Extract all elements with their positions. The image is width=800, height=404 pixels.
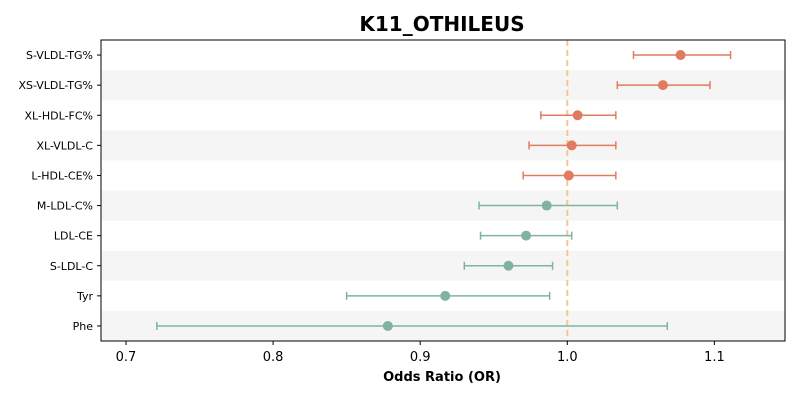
x-tick-label: 1.1: [704, 350, 725, 365]
data-row: [528, 140, 617, 151]
y-tick-label: LDL-CE: [54, 230, 93, 243]
or-point: [657, 80, 668, 91]
x-tick-label: 0.9: [410, 350, 431, 365]
or-point: [563, 170, 574, 181]
data-row: [478, 200, 619, 211]
or-point: [503, 260, 514, 271]
y-axis: S-VLDL-TG% XS-VLDL-TG% XL-HDL-FC% XL-VLDL-C…: [18, 49, 101, 333]
y-tick-label: Phe: [73, 320, 94, 333]
or-point: [382, 320, 393, 331]
data-row: [156, 320, 669, 331]
row-shade: [101, 250, 785, 281]
data-row: [522, 170, 617, 181]
data-row: [345, 290, 551, 301]
y-tick-label: S-VLDL-TG%: [26, 49, 93, 62]
data-row: [540, 110, 617, 121]
data-row: [479, 230, 573, 241]
or-point: [675, 50, 686, 61]
x-tick-label: 1.0: [557, 350, 578, 365]
x-tick-label: 0.7: [116, 350, 137, 365]
y-tick-label: XL-VLDL-C: [36, 139, 93, 152]
or-point: [521, 230, 532, 241]
data-row: [463, 260, 554, 271]
data-row: [632, 50, 732, 61]
or-point: [541, 200, 552, 211]
or-point: [440, 290, 451, 301]
row-shading: [101, 70, 785, 341]
x-axis: 0.7 0.8 0.9 1.0 1.1: [116, 341, 725, 365]
y-tick-label: XL-HDL-FC%: [24, 109, 93, 122]
y-tick-label: Tyr: [76, 290, 94, 303]
y-tick-label: L-HDL-CE%: [31, 169, 93, 182]
row-shade: [101, 190, 785, 221]
x-tick-label: 0.8: [263, 350, 284, 365]
or-point: [572, 110, 583, 121]
or-point: [566, 140, 577, 151]
y-tick-label: S-LDL-C: [50, 260, 93, 273]
data-marks: [156, 50, 732, 331]
chart-title: K11_OTHILEUS: [359, 12, 524, 36]
y-tick-label: M-LDL-C%: [37, 200, 93, 213]
row-shade: [101, 130, 785, 161]
y-tick-label: XS-VLDL-TG%: [18, 79, 93, 92]
axes-frame: [100, 39, 786, 342]
x-axis-label: Odds Ratio (OR): [383, 370, 501, 385]
data-row: [616, 80, 711, 91]
